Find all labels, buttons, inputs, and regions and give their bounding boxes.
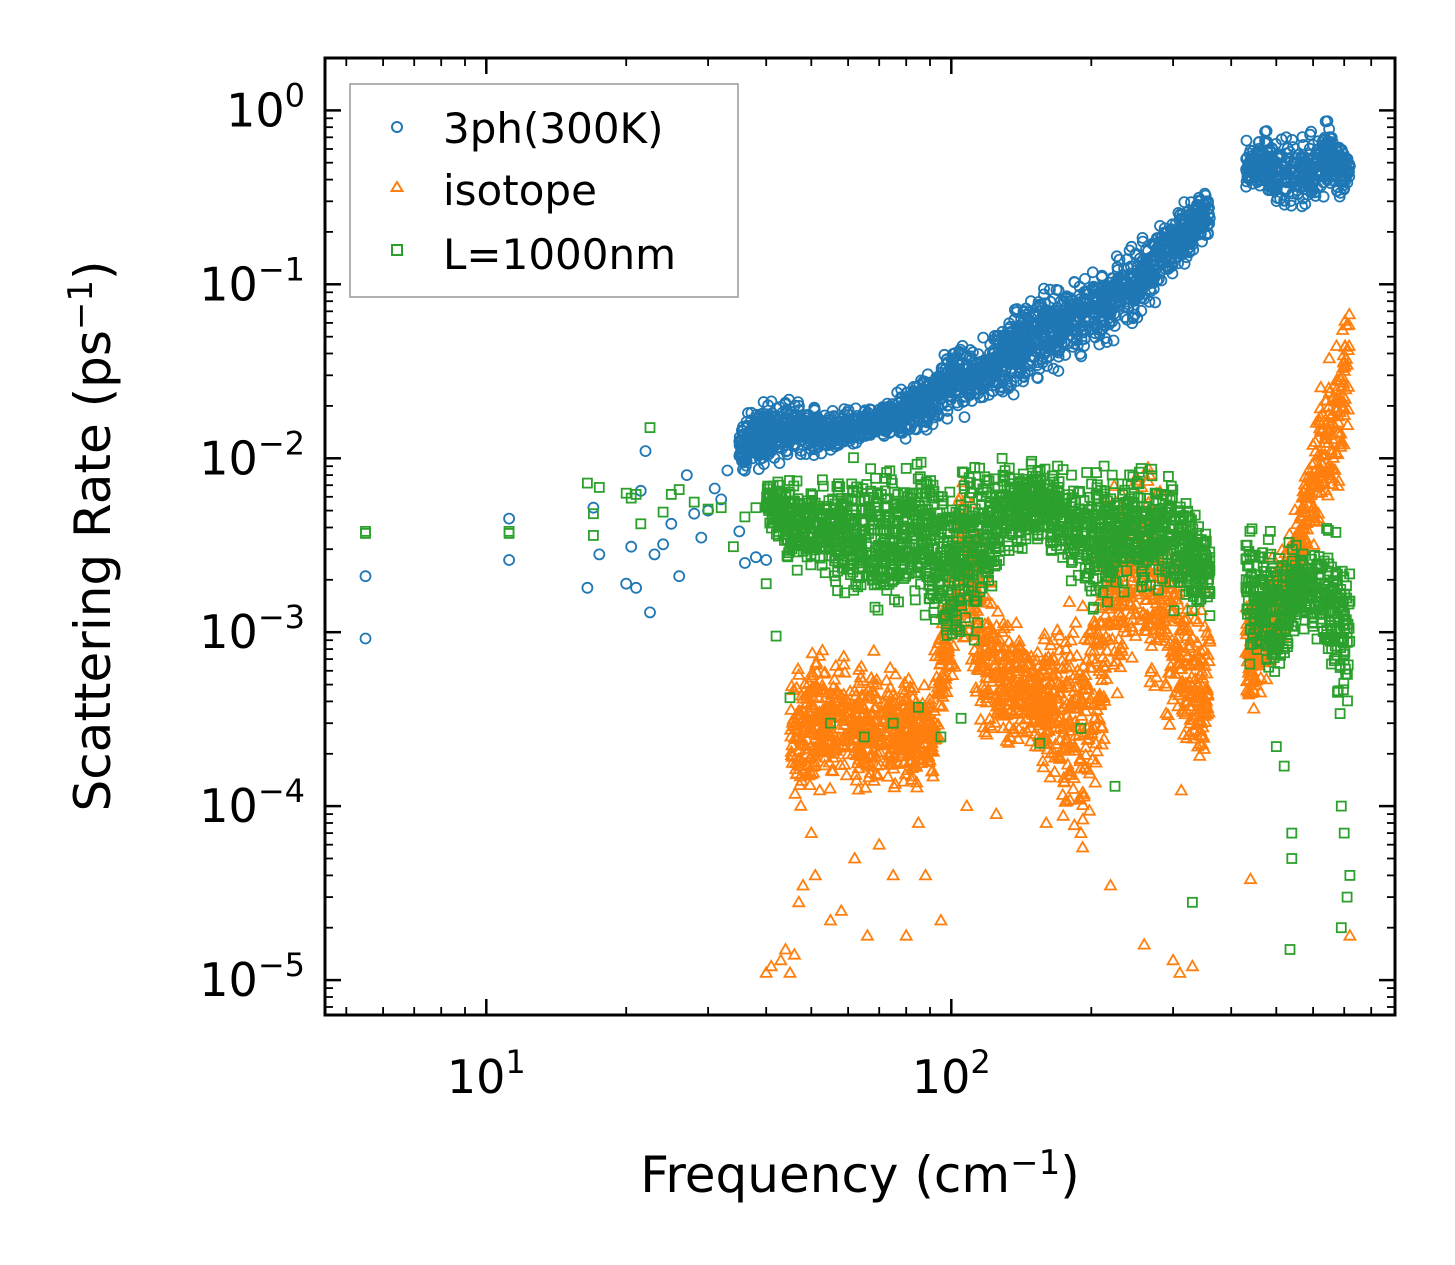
data-point-0-band (1044, 283, 1056, 296)
data-point-0-band (962, 383, 974, 396)
data-point-0-band (1280, 131, 1293, 144)
data-point-0-band (958, 411, 971, 424)
data-point-0-band (1309, 189, 1322, 202)
data-point-0-band (1149, 296, 1162, 309)
data-point-0-band (1297, 138, 1310, 151)
data-series-layer (359, 115, 1357, 978)
data-point-0-band (1296, 131, 1309, 144)
data-point-0-band (1305, 125, 1317, 138)
data-point-0-band (1284, 195, 1297, 208)
data-point-0-band (792, 396, 804, 409)
data-point-0-band (773, 457, 786, 470)
data-point-0-band (1107, 334, 1120, 347)
data-point-0-band (1032, 296, 1045, 308)
data-point-0-band (1075, 350, 1088, 363)
series-3ph(300K) (359, 115, 1356, 645)
data-point-0-band (983, 388, 995, 401)
